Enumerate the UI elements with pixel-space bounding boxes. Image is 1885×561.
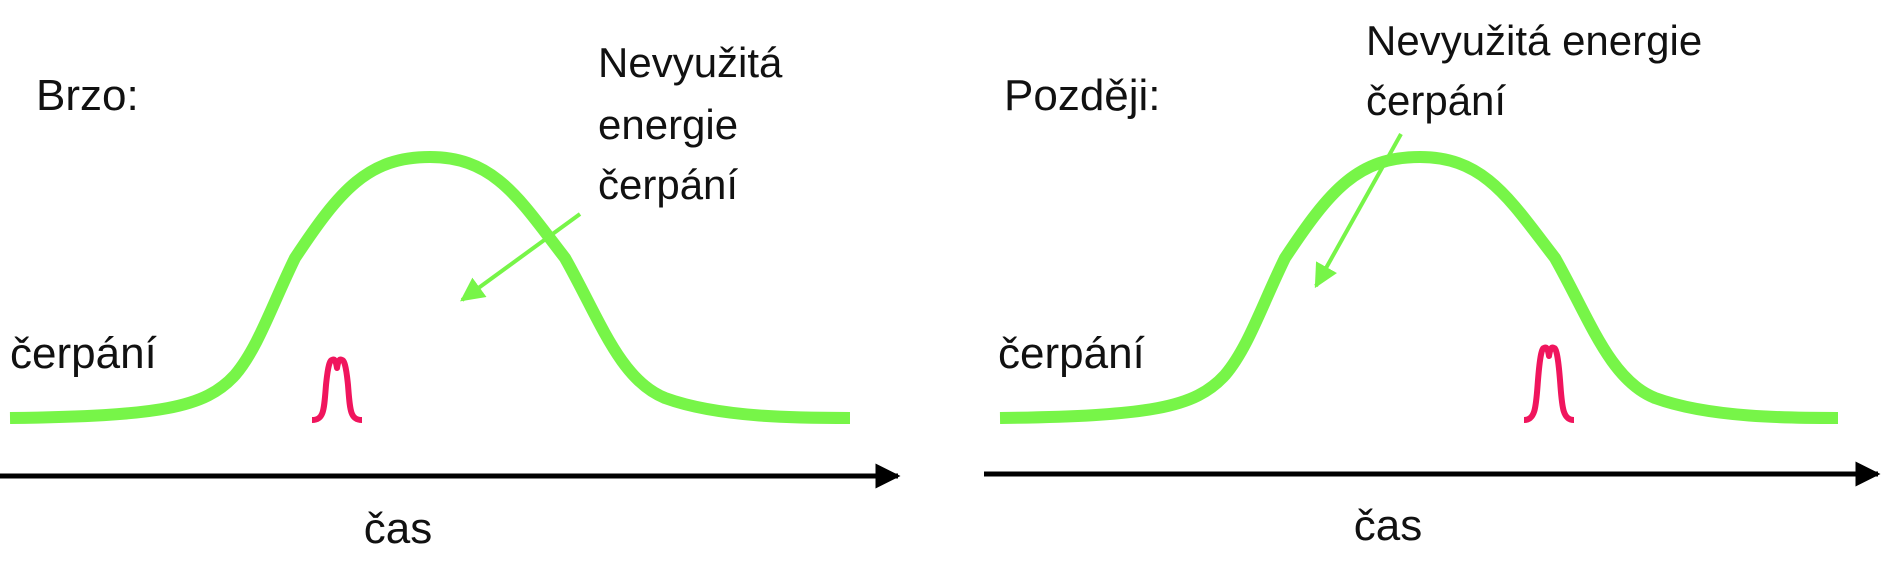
pump-pulse-curve bbox=[999, 150, 1839, 424]
time-axis-label: čas bbox=[364, 504, 432, 553]
annotation-line-3: čerpání bbox=[598, 161, 738, 208]
laser-pulse bbox=[311, 356, 363, 423]
pump-label: čerpání bbox=[998, 329, 1146, 378]
annotation-line-2: energie bbox=[598, 101, 738, 148]
annotation-line-2: čerpání bbox=[1366, 77, 1506, 124]
panel-title: Později: bbox=[1004, 71, 1161, 120]
annotation-line-1: Nevyužitá energie bbox=[1366, 17, 1702, 64]
annotation-line-1: Nevyužitá bbox=[598, 39, 783, 86]
pump-pulse-curve bbox=[9, 150, 851, 424]
time-axis-label: čas bbox=[1354, 501, 1422, 550]
annotation-arrow bbox=[460, 212, 582, 302]
panel-early: Brzo: čerpání čas Nevyužitá energie čerp… bbox=[0, 39, 901, 553]
pump-label: čerpání bbox=[10, 329, 158, 378]
laser-pulse bbox=[1523, 344, 1575, 423]
annotation-arrow bbox=[1314, 133, 1403, 289]
panel-title: Brzo: bbox=[36, 71, 139, 120]
panel-late: Později: čerpání čas Nevyužitá energie č… bbox=[984, 17, 1881, 550]
